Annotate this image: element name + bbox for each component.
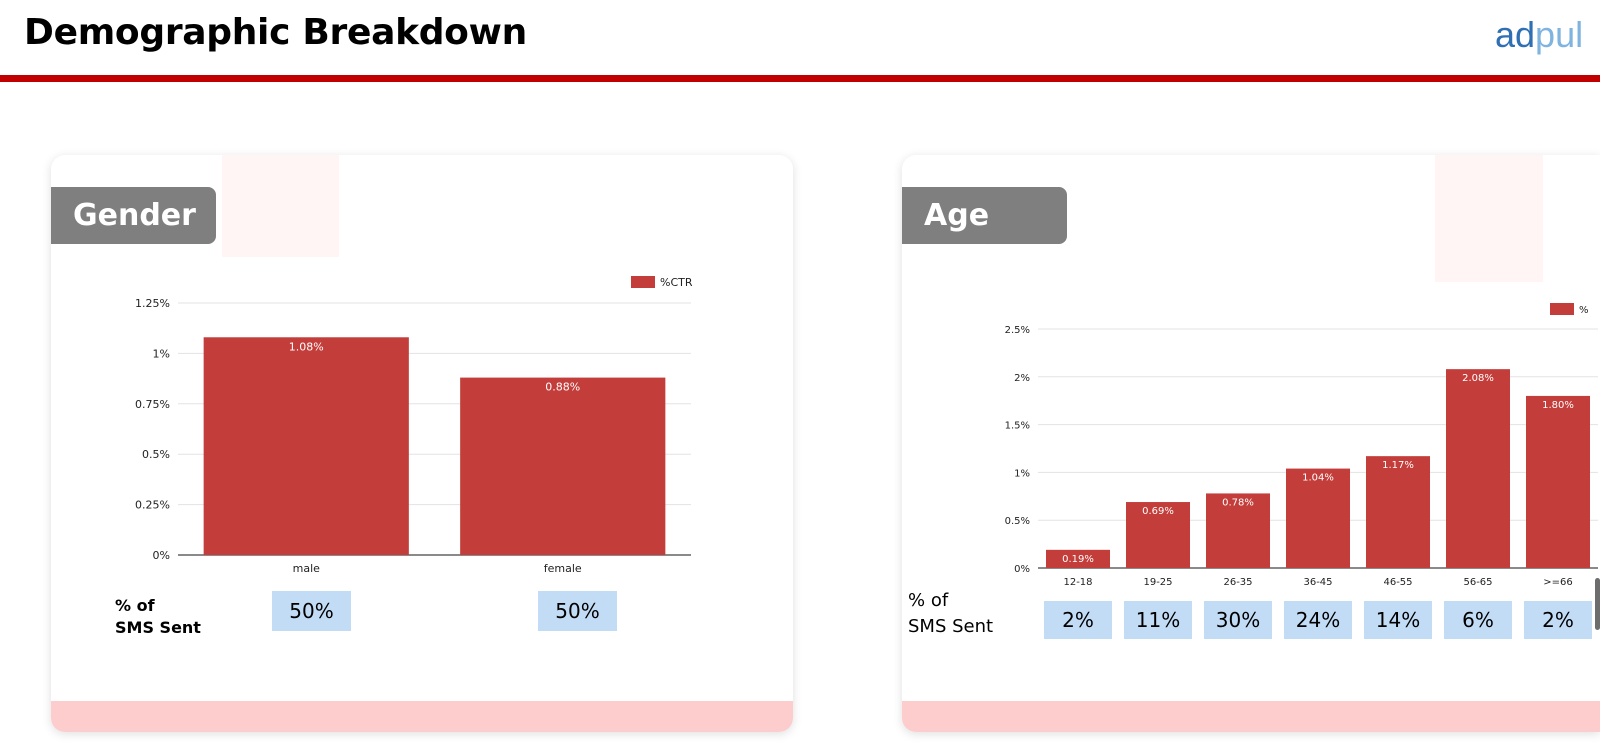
gender-sms-label: % of SMS Sent bbox=[115, 595, 201, 639]
gender-legend-label: %CTR bbox=[660, 276, 693, 289]
gender-bar bbox=[460, 377, 666, 555]
header-divider bbox=[0, 75, 1600, 82]
placeholder-block bbox=[222, 155, 339, 257]
age-data-label: 2.08% bbox=[1462, 373, 1494, 384]
age-data-label: 1.80% bbox=[1542, 400, 1574, 411]
gender-sms-value-female: 50% bbox=[538, 591, 617, 631]
age-bar bbox=[1526, 395, 1590, 568]
age-sms-value: 30% bbox=[1204, 601, 1272, 639]
age-bar bbox=[1126, 502, 1190, 568]
age-y-tick-label: 2% bbox=[1014, 373, 1030, 384]
age-bar-chart-svg: 0% 0.5% 1% 1.5% 2% 2.5% 0.19% 12-18 0.69% 19-25 0.… bbox=[1005, 303, 1598, 588]
gender-card: Gender 0% 0.25% 0.5% 0.75% 1% 1.25% 1.08% male 0… bbox=[51, 155, 793, 732]
age-y-tick-label: 0% bbox=[1014, 564, 1030, 575]
age-x-tick-label: 26-35 bbox=[1223, 577, 1252, 588]
age-sms-value: 24% bbox=[1284, 601, 1352, 639]
age-x-tick-label: 19-25 bbox=[1143, 577, 1172, 588]
gender-y-tick-label: 1% bbox=[153, 347, 170, 360]
age-sms-label-line1: % of bbox=[908, 590, 949, 611]
age-bar bbox=[1206, 493, 1270, 568]
gender-y-tick-label: 0% bbox=[153, 549, 170, 562]
age-y-tick-label: 2.5% bbox=[1005, 325, 1030, 336]
gender-y-tick-label: 0.25% bbox=[135, 499, 170, 512]
age-x-tick-label: >=66 bbox=[1543, 577, 1572, 588]
age-bar bbox=[1446, 369, 1510, 568]
age-y-tick-label: 0.5% bbox=[1005, 516, 1030, 527]
age-y-tick-label: 1% bbox=[1014, 468, 1030, 479]
gender-sms-label-line1: % of bbox=[115, 596, 155, 615]
age-card-footer bbox=[902, 701, 1600, 732]
page-title: Demographic Breakdown bbox=[24, 12, 527, 53]
age-data-label: 0.69% bbox=[1142, 506, 1174, 517]
gender-data-label: 0.88% bbox=[545, 381, 580, 394]
brand-logo: adpul bbox=[1495, 14, 1583, 56]
gender-card-footer bbox=[51, 701, 793, 732]
age-y-tick-label: 1.5% bbox=[1005, 421, 1030, 432]
age-bar bbox=[1286, 468, 1350, 568]
gender-y-tick-label: 0.5% bbox=[142, 448, 170, 461]
age-sms-value: 2% bbox=[1044, 601, 1112, 639]
logo-text-primary: ad bbox=[1495, 14, 1536, 55]
gender-y-tick-label: 0.75% bbox=[135, 398, 170, 411]
age-card: Age 0% 0.5% 1% 1.5% 2% 2.5% 0.19% 12-18 0.69% 19-… bbox=[902, 155, 1600, 732]
age-x-tick-label: 46-55 bbox=[1383, 577, 1412, 588]
age-ctr-chart: 0% 0.5% 1% 1.5% 2% 2.5% 0.19% 12-18 0.69% 19-25 0.… bbox=[992, 295, 1600, 604]
age-legend-swatch bbox=[1550, 303, 1574, 315]
gender-section-tag: Gender bbox=[51, 187, 216, 244]
placeholder-block bbox=[1435, 155, 1543, 282]
age-sms-value: 2% bbox=[1524, 601, 1592, 639]
gender-legend-swatch bbox=[631, 276, 655, 288]
age-sms-value: 14% bbox=[1364, 601, 1432, 639]
age-x-tick-label: 12-18 bbox=[1063, 577, 1092, 588]
gender-sms-value-male: 50% bbox=[272, 591, 351, 631]
age-sms-value: 11% bbox=[1124, 601, 1192, 639]
age-section-tag: Age bbox=[902, 187, 1067, 244]
age-bar bbox=[1046, 549, 1110, 568]
gender-ctr-chart: 0% 0.25% 0.5% 0.75% 1% 1.25% 1.08% male 0.88% fem… bbox=[131, 270, 751, 575]
gender-sms-label-line2: SMS Sent bbox=[115, 618, 201, 637]
age-data-label: 1.17% bbox=[1382, 460, 1414, 471]
age-legend-label: % bbox=[1579, 305, 1589, 316]
age-x-tick-label: 36-45 bbox=[1303, 577, 1332, 588]
gender-data-label: 1.08% bbox=[289, 340, 324, 353]
age-data-label: 0.78% bbox=[1222, 497, 1254, 508]
age-data-label: 0.19% bbox=[1062, 554, 1094, 565]
gender-y-tick-label: 1.25% bbox=[135, 297, 170, 310]
gender-bar bbox=[203, 337, 409, 555]
gender-x-tick-label: male bbox=[293, 562, 321, 575]
gender-x-tick-label: female bbox=[544, 562, 582, 575]
age-x-tick-label: 56-65 bbox=[1463, 577, 1492, 588]
age-sms-label-line2: SMS Sent bbox=[908, 616, 994, 637]
scrollbar-thumb[interactable] bbox=[1595, 578, 1600, 630]
age-bar bbox=[1366, 456, 1430, 568]
age-data-label: 1.04% bbox=[1302, 473, 1334, 484]
gender-bar-chart-svg: 0% 0.25% 0.5% 0.75% 1% 1.25% 1.08% male 0.88% fem… bbox=[135, 276, 693, 575]
age-sms-label: % of SMS Sent bbox=[908, 588, 993, 640]
logo-text-secondary: pul bbox=[1535, 14, 1584, 55]
age-sms-value: 6% bbox=[1444, 601, 1512, 639]
